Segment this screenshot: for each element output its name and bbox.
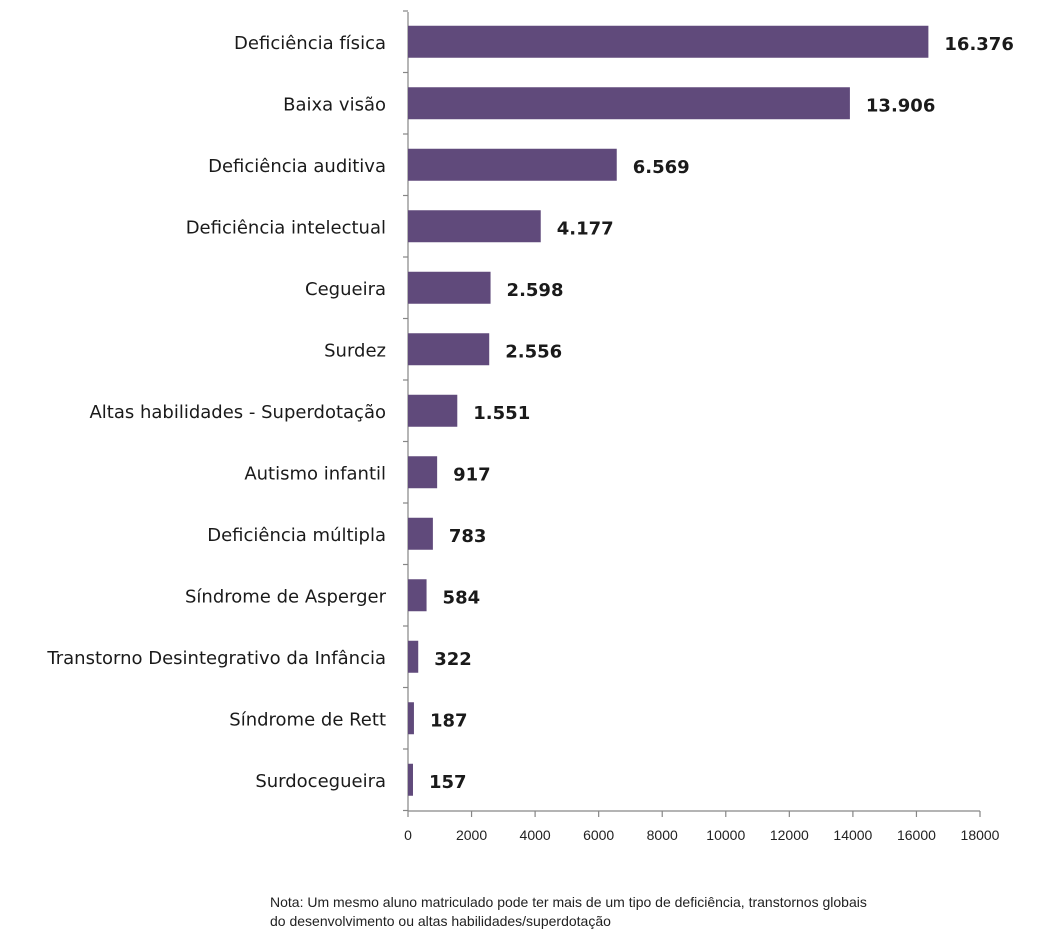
x-tick-label: 4000: [520, 827, 551, 843]
bar: [408, 148, 617, 181]
bar: [408, 579, 427, 612]
bar: [408, 394, 458, 427]
x-tick-label: 16000: [897, 827, 936, 843]
category-label: Altas habilidades - Superdotação: [89, 402, 386, 423]
category-label: Deficiência múltipla: [207, 525, 386, 546]
category-label: Deficiência intelectual: [186, 217, 386, 238]
category-label: Síndrome de Asperger: [185, 586, 387, 607]
value-label: 187: [430, 710, 468, 731]
bar: [408, 210, 541, 243]
category-label: Baixa visão: [283, 94, 386, 115]
category-label: Autismo infantil: [244, 463, 386, 484]
category-label: Síndrome de Rett: [229, 709, 386, 730]
category-label: Surdocegueira: [255, 771, 386, 792]
x-tick-label: 8000: [647, 827, 678, 843]
value-label: 13.906: [866, 95, 935, 116]
value-label: 4.177: [557, 218, 614, 239]
bar: [408, 456, 438, 489]
value-label: 322: [434, 649, 472, 670]
value-label: 917: [453, 464, 491, 485]
bar: [408, 702, 414, 735]
bar: [408, 333, 490, 366]
value-label: 2.598: [507, 280, 564, 301]
bar: [408, 271, 491, 304]
value-label: 783: [449, 526, 487, 547]
x-tick-label: 12000: [770, 827, 809, 843]
bar: [408, 25, 929, 58]
category-label: Deficiência auditiva: [208, 156, 386, 177]
bar: [408, 517, 433, 550]
value-label: 584: [443, 587, 481, 608]
chart-note: Nota: Um mesmo aluno matriculado pode te…: [270, 893, 1040, 931]
x-tick-label: 18000: [961, 827, 1000, 843]
category-label: Surdez: [324, 340, 386, 361]
value-label: 2.556: [505, 341, 562, 362]
value-label: 1.551: [473, 403, 530, 424]
value-label: 16.376: [944, 34, 1013, 55]
note-line-1: Nota: Um mesmo aluno matriculado pode te…: [270, 894, 867, 910]
x-tick-label: 14000: [833, 827, 872, 843]
category-label: Cegueira: [305, 279, 386, 300]
category-label: Deficiência física: [234, 33, 386, 54]
bar: [408, 87, 850, 120]
value-label: 6.569: [633, 157, 690, 178]
value-label: 157: [429, 772, 467, 793]
x-tick-label: 6000: [583, 827, 614, 843]
note-line-2: do desenvolvimento ou altas habilidades/…: [270, 913, 611, 929]
bar: [408, 640, 419, 673]
x-tick-label: 10000: [706, 827, 745, 843]
bar: [408, 763, 413, 796]
x-tick-label: 0: [404, 827, 412, 843]
category-label: Transtorno Desintegrativo da Infância: [46, 648, 386, 669]
x-tick-label: 2000: [456, 827, 487, 843]
